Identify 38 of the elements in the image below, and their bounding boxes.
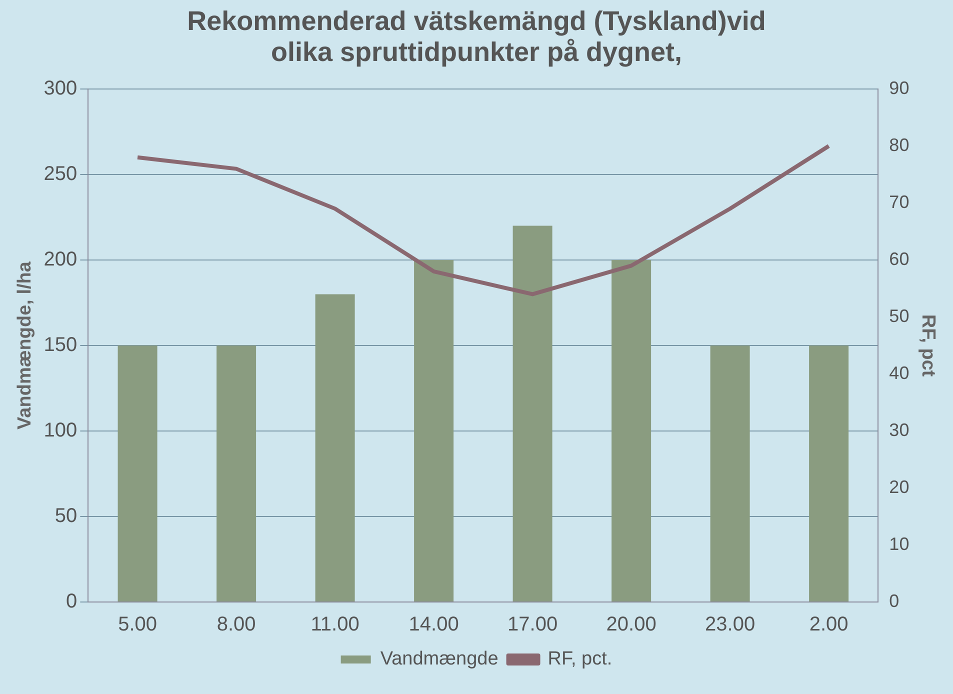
y-tick-label: 150	[44, 334, 78, 356]
y2-tick-label: 0	[889, 590, 900, 611]
x-tick-label: 5.00	[118, 614, 158, 636]
y2-tick-label: 50	[889, 306, 910, 326]
y-tick-label: 50	[54, 505, 78, 528]
x-tick-label: 8.00	[216, 614, 256, 636]
y-tick-label: 200	[44, 248, 78, 271]
y2-tick-label: 80	[889, 134, 910, 155]
y2-tick-label: 40	[889, 362, 910, 383]
x-tick-label: 17.00	[508, 614, 558, 636]
x-tick-label: 20.00	[606, 614, 656, 636]
y2-axis-title: RF, pct	[917, 314, 938, 378]
y-tick-label: 100	[44, 420, 78, 442]
bar	[612, 260, 652, 602]
y-axis-title: Vandmængde, l/ha	[14, 261, 36, 430]
y-tick-label: 0	[66, 590, 78, 613]
bar	[809, 346, 849, 602]
bar	[710, 346, 750, 602]
legend-label: Vandmængde	[380, 648, 498, 670]
y2-tick-label: 20	[889, 476, 910, 497]
bar	[315, 294, 355, 602]
x-tick-label: 2.00	[809, 614, 848, 636]
legend-label: RF, pct.	[548, 648, 612, 670]
y2-tick-label: 10	[889, 534, 910, 554]
bar	[512, 226, 552, 602]
chart-title: Rekommenderad vätskemängd (Tyskland)vid olika spruttidpunkter på dygnet,	[186, 6, 767, 68]
y2-tick-label: 30	[889, 420, 910, 440]
bar	[118, 346, 158, 602]
y2-tick-label: 90	[889, 78, 910, 98]
y-tick-label: 300	[44, 78, 78, 100]
y2-tick-label: 60	[889, 248, 910, 269]
bar	[216, 346, 256, 602]
x-tick-label: 11.00	[310, 614, 360, 636]
y-tick-label: 250	[44, 163, 78, 186]
x-tick-label: 14.00	[408, 614, 459, 636]
y2-tick-label: 70	[889, 192, 910, 212]
bar	[414, 260, 454, 602]
x-tick-label: 23.00	[705, 614, 756, 636]
